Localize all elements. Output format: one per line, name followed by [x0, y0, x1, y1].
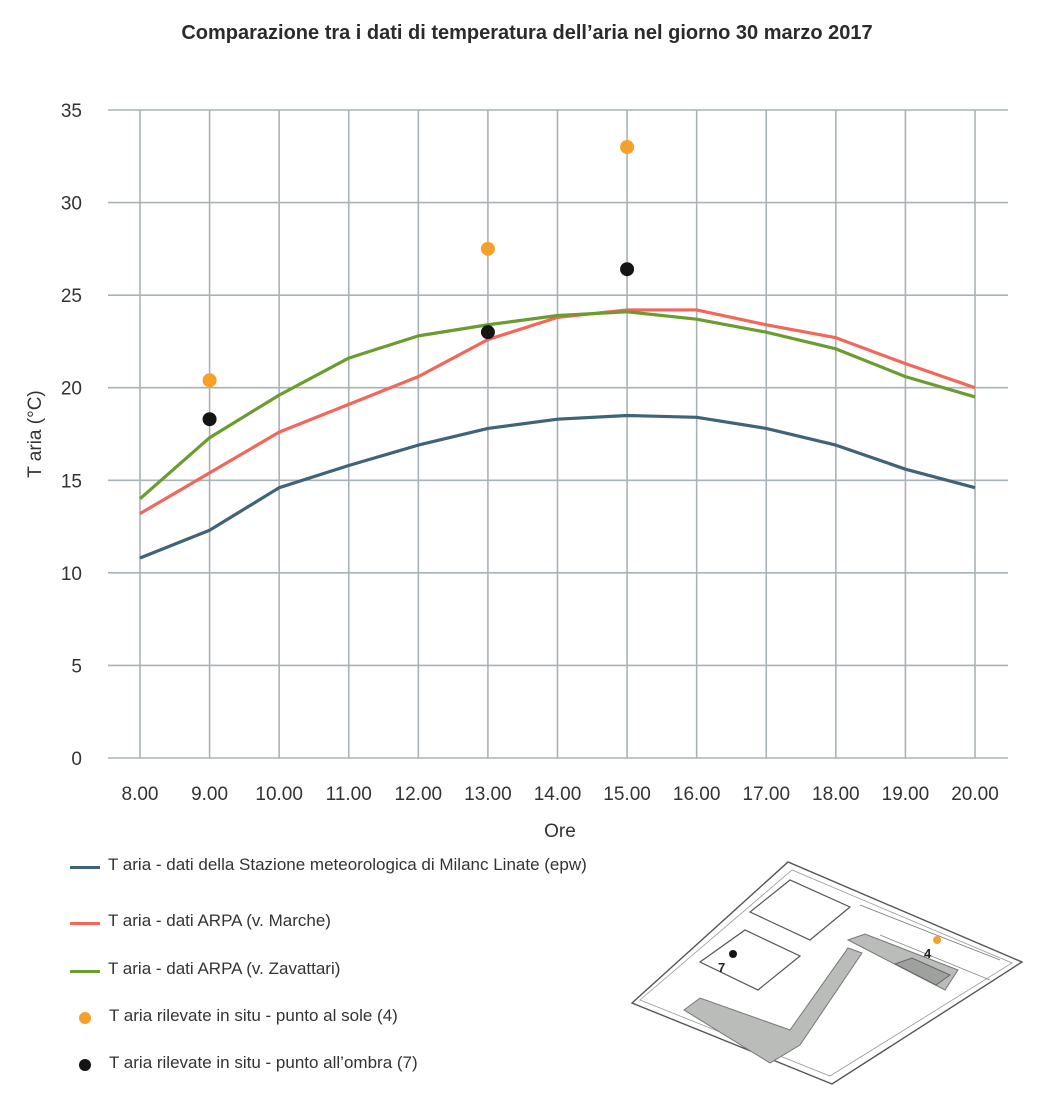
y-tick-label: 0	[71, 749, 82, 770]
x-tick-label: 12.00	[395, 784, 443, 805]
x-tick-label: 10.00	[255, 784, 303, 805]
site-map: 4 7	[630, 861, 1024, 1085]
legend-label: T aria - dati ARPA (v. Zavattari)	[108, 959, 341, 978]
legend-item: T aria - dati ARPA (v. Marche)	[70, 911, 630, 931]
site-map-block-west	[698, 929, 802, 991]
x-tick-label: 18.00	[812, 784, 860, 805]
series-line	[138, 310, 976, 501]
x-tick-label: 17.00	[742, 784, 790, 805]
legend-label: T aria rilevate in situ - punto all’ombr…	[109, 1053, 418, 1072]
site-map-building-l	[683, 947, 863, 1064]
scatter-point	[202, 373, 217, 388]
legend-swatch	[79, 1012, 91, 1024]
y-tick-label: 30	[61, 194, 82, 215]
scatter-point	[620, 262, 635, 277]
legend-item: T aria rilevate in situ - punto all’ombr…	[70, 1053, 630, 1073]
site-map-outline	[630, 861, 1024, 1085]
scatter-point	[202, 412, 217, 427]
y-tick-label: 10	[61, 564, 82, 585]
x-axis-ticks: 8.00 9.00 10.00 11.00 12.00 13.00 14.00 15.00 16…	[122, 784, 999, 805]
site-map-road-line	[879, 934, 991, 981]
site-map-block-north	[748, 879, 852, 941]
legend-label: T aria - dati della Stazione meteorologi…	[108, 855, 587, 874]
site-map-sun-point	[933, 936, 941, 944]
scatter-point	[480, 241, 495, 256]
x-tick-label: 20.00	[951, 784, 999, 805]
chart-title: Comparazione tra i dati di temperatura d…	[181, 22, 872, 44]
series-group	[138, 140, 976, 560]
y-tick-label: 35	[61, 101, 82, 122]
site-map-label-shade: 7	[718, 960, 725, 975]
legend-label: T aria rilevate in situ - punto al sole …	[109, 1006, 398, 1025]
series-line	[139, 308, 976, 515]
site-map-road-line	[859, 904, 1001, 961]
x-tick-label: 11.00	[326, 784, 372, 805]
y-tick-label: 20	[61, 379, 82, 400]
legend-label: T aria - dati ARPA (v. Marche)	[108, 911, 331, 930]
x-axis-label: Ore	[544, 821, 576, 842]
y-tick-label: 15	[61, 471, 82, 492]
x-tick-label: 19.00	[882, 784, 930, 805]
legend-swatch	[70, 866, 100, 869]
x-tick-label: 8.00	[122, 784, 159, 805]
x-tick-label: 14.00	[534, 784, 582, 805]
x-tick-label: 13.00	[464, 784, 512, 805]
scatter-point	[480, 325, 495, 340]
x-tick-label: 16.00	[673, 784, 721, 805]
x-tick-label: 9.00	[191, 784, 228, 805]
legend-swatch	[70, 970, 100, 973]
site-map-shade-point	[729, 950, 737, 958]
y-axis-label: T aria (°C)	[25, 390, 46, 477]
legend-item: T aria - dati ARPA (v. Zavattari)	[70, 959, 630, 979]
scatter-point	[620, 140, 635, 155]
legend-swatch	[79, 1059, 91, 1071]
grid	[108, 109, 1008, 759]
y-axis-ticks: 0 5 10 15 20 25 30 35	[61, 101, 82, 770]
x-tick-label: 15.00	[603, 784, 651, 805]
y-tick-label: 5	[71, 656, 82, 677]
legend-item: T aria - dati della Stazione meteorologi…	[70, 855, 630, 875]
site-map-label-sun: 4	[924, 946, 932, 961]
legend-item: T aria rilevate in situ - punto al sole …	[70, 1006, 630, 1026]
site-map-courtyard	[893, 957, 952, 986]
series-line	[139, 413, 976, 560]
legend-swatch	[70, 922, 100, 925]
y-tick-label: 25	[61, 286, 82, 307]
